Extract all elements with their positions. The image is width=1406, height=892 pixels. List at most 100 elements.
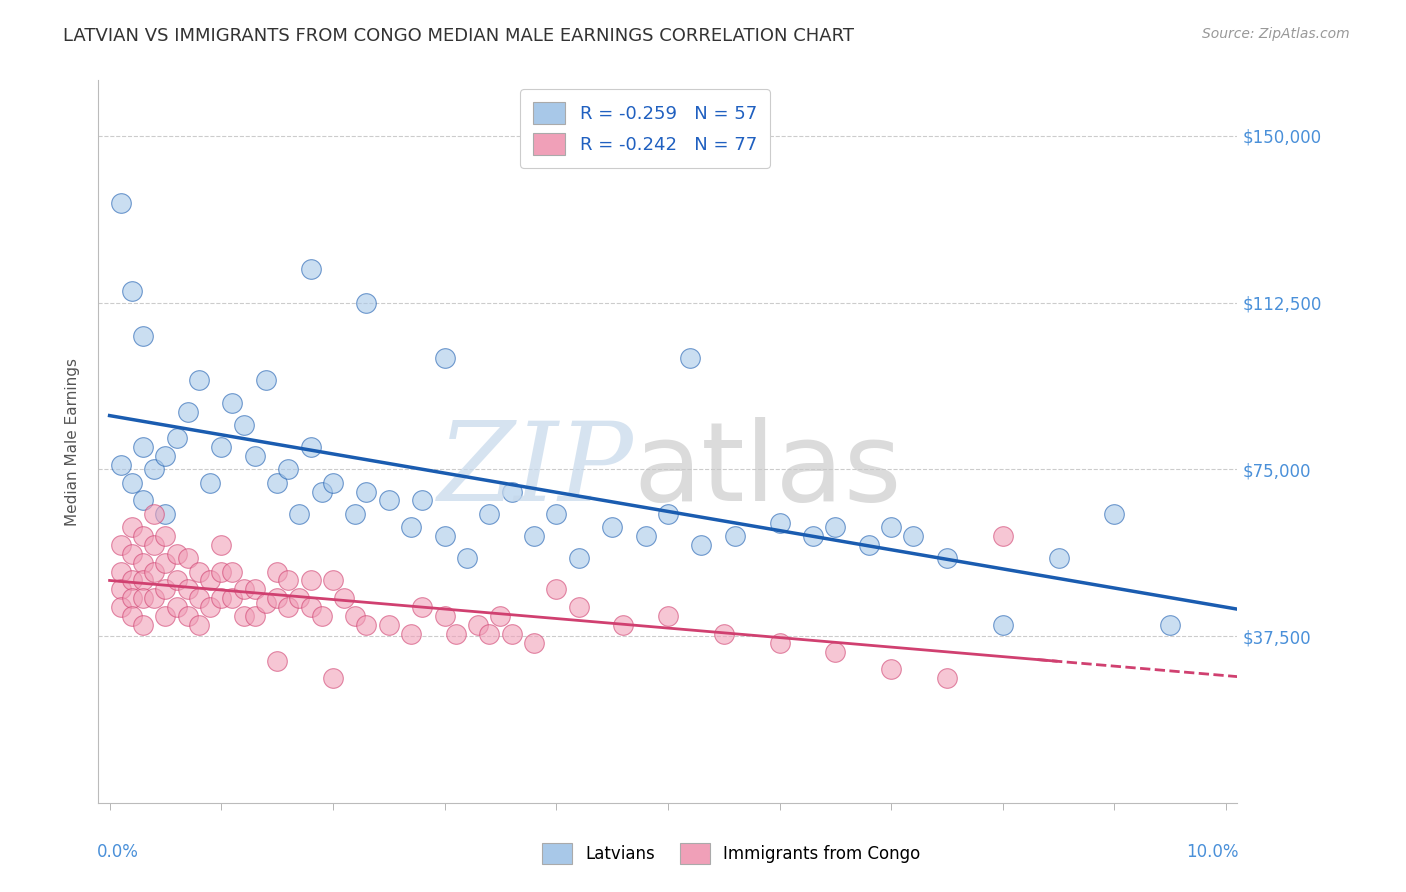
Point	[221, 591, 243, 606]
Point	[166, 600, 188, 615]
Point	[277, 462, 299, 476]
Point	[155, 609, 177, 624]
Point	[232, 417, 254, 432]
Point	[322, 574, 344, 588]
Point	[1047, 551, 1070, 566]
Text: 0.0%: 0.0%	[97, 843, 139, 861]
Point	[187, 373, 209, 387]
Point	[546, 582, 568, 597]
Point	[411, 600, 433, 615]
Point	[322, 671, 344, 685]
Point	[221, 395, 243, 409]
Point	[299, 440, 322, 454]
Point	[299, 574, 322, 588]
Point	[433, 351, 456, 366]
Point	[155, 449, 177, 463]
Point	[110, 565, 132, 579]
Point	[110, 600, 132, 615]
Point	[266, 591, 288, 606]
Point	[110, 458, 132, 472]
Point	[121, 574, 143, 588]
Point	[132, 556, 155, 570]
Point	[467, 618, 489, 632]
Point	[768, 516, 790, 530]
Point	[679, 351, 702, 366]
Point	[478, 627, 501, 641]
Point	[612, 618, 634, 632]
Point	[266, 475, 288, 490]
Point	[121, 609, 143, 624]
Point	[768, 636, 790, 650]
Point	[377, 618, 399, 632]
Point	[657, 507, 679, 521]
Point	[634, 529, 657, 543]
Point	[209, 440, 232, 454]
Point	[600, 520, 623, 534]
Point	[266, 653, 288, 667]
Point	[177, 582, 200, 597]
Point	[344, 609, 367, 624]
Point	[288, 507, 311, 521]
Point	[132, 591, 155, 606]
Y-axis label: Median Male Earnings: Median Male Earnings	[65, 358, 80, 525]
Point	[880, 662, 903, 676]
Point	[456, 551, 478, 566]
Point	[132, 329, 155, 343]
Point	[177, 609, 200, 624]
Point	[121, 475, 143, 490]
Point	[444, 627, 467, 641]
Point	[243, 582, 266, 597]
Point	[209, 565, 232, 579]
Point	[523, 529, 546, 543]
Point	[209, 538, 232, 552]
Point	[322, 475, 344, 490]
Point	[936, 551, 959, 566]
Point	[132, 618, 155, 632]
Point	[724, 529, 747, 543]
Point	[221, 565, 243, 579]
Point	[266, 565, 288, 579]
Point	[254, 373, 277, 387]
Point	[399, 627, 422, 641]
Point	[121, 591, 143, 606]
Point	[110, 538, 132, 552]
Point	[356, 618, 378, 632]
Point	[198, 475, 221, 490]
Point	[880, 520, 903, 534]
Point	[132, 529, 155, 543]
Point	[232, 582, 254, 597]
Point	[344, 507, 367, 521]
Text: 10.0%: 10.0%	[1185, 843, 1239, 861]
Point	[399, 520, 422, 534]
Text: ZIP: ZIP	[437, 417, 634, 524]
Point	[824, 520, 846, 534]
Point	[433, 529, 456, 543]
Point	[801, 529, 824, 543]
Legend: R = -0.259   N = 57, R = -0.242   N = 77: R = -0.259 N = 57, R = -0.242 N = 77	[520, 89, 770, 168]
Point	[232, 609, 254, 624]
Point	[254, 596, 277, 610]
Point	[166, 574, 188, 588]
Point	[143, 507, 166, 521]
Point	[936, 671, 959, 685]
Point	[1159, 618, 1181, 632]
Point	[110, 582, 132, 597]
Point	[311, 484, 333, 499]
Point	[187, 618, 209, 632]
Text: LATVIAN VS IMMIGRANTS FROM CONGO MEDIAN MALE EARNINGS CORRELATION CHART: LATVIAN VS IMMIGRANTS FROM CONGO MEDIAN …	[63, 27, 855, 45]
Point	[143, 565, 166, 579]
Point	[132, 574, 155, 588]
Point	[198, 600, 221, 615]
Point	[143, 538, 166, 552]
Text: Source: ZipAtlas.com: Source: ZipAtlas.com	[1202, 27, 1350, 41]
Point	[501, 627, 523, 641]
Point	[433, 609, 456, 624]
Point	[356, 484, 378, 499]
Point	[1104, 507, 1126, 521]
Point	[143, 591, 166, 606]
Point	[546, 507, 568, 521]
Point	[187, 591, 209, 606]
Point	[567, 551, 589, 566]
Point	[567, 600, 589, 615]
Point	[209, 591, 232, 606]
